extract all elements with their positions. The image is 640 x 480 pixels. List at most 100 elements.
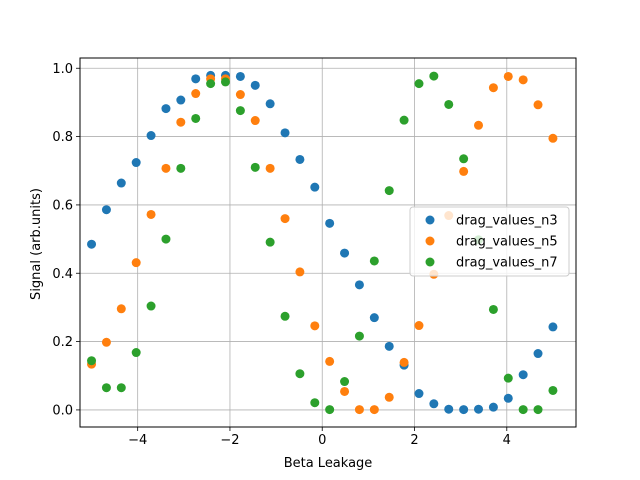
data-point	[116, 178, 126, 188]
x-tick-label: 2	[410, 433, 418, 448]
data-point	[474, 404, 484, 414]
data-point	[354, 331, 364, 341]
data-point	[459, 154, 469, 164]
legend-label: drag_values_n5	[456, 235, 558, 250]
data-point	[280, 214, 290, 224]
legend-box	[409, 206, 570, 277]
x-tick-label: 0	[318, 433, 326, 448]
data-point	[87, 356, 97, 366]
data-point	[310, 321, 320, 331]
data-point	[444, 99, 454, 109]
y-axis-ticks: 0.0 0.2 0.4 0.6 0.8 1.0	[52, 62, 80, 418]
data-point	[87, 239, 97, 249]
data-point	[340, 248, 350, 258]
data-point	[161, 104, 171, 114]
data-point	[369, 256, 379, 266]
x-axis-ticks: −4 −2 0 2 4	[128, 427, 511, 448]
grid-lines	[80, 58, 576, 427]
data-point	[369, 313, 379, 323]
data-point	[414, 79, 424, 89]
series-drag_values_n3	[87, 70, 558, 415]
data-point	[191, 89, 201, 99]
data-point	[265, 237, 275, 247]
x-tick-label: −2	[220, 433, 239, 448]
data-point	[533, 349, 543, 359]
data-point	[101, 205, 111, 215]
data-point	[116, 304, 126, 314]
data-point	[265, 99, 275, 109]
data-point	[459, 166, 469, 176]
data-point	[369, 405, 379, 415]
data-point	[518, 75, 528, 85]
y-tick-label: 0.4	[52, 267, 73, 282]
data-point	[429, 71, 439, 81]
data-point	[340, 377, 350, 387]
data-point	[235, 71, 245, 81]
legend-label: drag_values_n3	[456, 214, 558, 229]
data-point	[325, 356, 335, 366]
data-point	[548, 322, 558, 332]
data-point	[131, 158, 141, 168]
data-point	[384, 392, 394, 402]
data-point	[295, 154, 305, 164]
data-point	[325, 218, 335, 228]
data-point	[146, 301, 156, 311]
data-point	[250, 80, 260, 90]
series-drag_values_n7	[87, 71, 558, 415]
data-point	[518, 405, 528, 415]
data-point	[518, 370, 528, 380]
data-point	[280, 311, 290, 321]
data-point	[384, 341, 394, 351]
data-point	[444, 404, 454, 414]
data-point	[295, 369, 305, 379]
data-point	[101, 337, 111, 347]
data-point	[146, 209, 156, 219]
y-tick-label: 1.0	[52, 62, 73, 77]
data-point	[414, 321, 424, 331]
data-point	[310, 182, 320, 192]
data-point	[101, 383, 111, 393]
data-point	[503, 393, 513, 403]
data-point	[325, 405, 335, 415]
x-axis-label: Beta Leakage	[284, 456, 373, 471]
data-point	[235, 106, 245, 116]
data-point	[176, 163, 186, 173]
data-point	[250, 162, 260, 172]
data-point	[503, 71, 513, 81]
data-point	[176, 95, 186, 105]
data-point	[548, 385, 558, 395]
data-point	[146, 131, 156, 141]
data-point	[176, 117, 186, 127]
data-point	[220, 77, 230, 87]
data-point	[399, 115, 409, 125]
data-point	[533, 100, 543, 110]
data-point	[250, 116, 260, 126]
y-tick-label: 0.8	[52, 130, 73, 145]
data-point	[161, 234, 171, 244]
data-point	[488, 83, 498, 93]
data-point	[131, 258, 141, 268]
data-point	[191, 74, 201, 84]
data-point	[429, 399, 439, 409]
data-points	[87, 70, 558, 415]
legend-marker	[425, 236, 435, 246]
data-point	[161, 163, 171, 173]
data-point	[414, 389, 424, 399]
y-tick-label: 0.2	[52, 335, 73, 350]
plot-frame	[79, 57, 577, 428]
data-point	[206, 79, 216, 89]
y-tick-label: 0.6	[52, 198, 73, 213]
data-point	[131, 348, 141, 358]
data-point	[265, 163, 275, 173]
data-point	[340, 386, 350, 396]
data-point	[235, 90, 245, 100]
legend: drag_values_n3 drag_values_n5 drag_values_…	[409, 206, 570, 277]
data-point	[310, 398, 320, 408]
y-axis-label: Signal (arb.units)	[29, 188, 44, 300]
data-point	[459, 405, 469, 415]
x-tick-label: 4	[503, 433, 511, 448]
y-tick-label: 0.0	[52, 403, 73, 418]
data-point	[354, 280, 364, 290]
data-point	[399, 357, 409, 367]
